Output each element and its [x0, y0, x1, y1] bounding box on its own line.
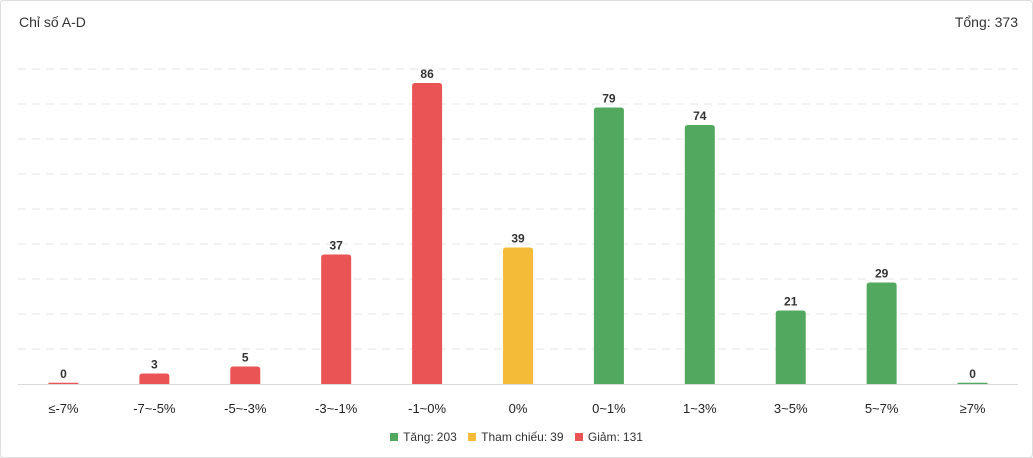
x-tick-label: 0%	[509, 401, 528, 416]
total-label: Tổng:	[954, 14, 991, 30]
data-label: 29	[875, 267, 889, 281]
bar	[684, 125, 715, 384]
x-tick-label: ≥7%	[960, 401, 986, 416]
bar	[412, 83, 443, 384]
data-label: 74	[693, 109, 707, 123]
bar	[957, 382, 988, 384]
chart-title: Chỉ số A-D	[19, 14, 86, 30]
legend-label: Giảm:	[587, 430, 620, 444]
bar	[139, 373, 170, 384]
legend-item-down[interactable]: Giảm: 131	[574, 430, 643, 444]
data-label: 86	[420, 67, 434, 81]
data-label: 0	[969, 367, 976, 381]
bar	[230, 366, 261, 384]
data-label: 3	[151, 358, 158, 372]
bar	[48, 382, 79, 384]
x-tick-label: -7~-5%	[133, 401, 176, 416]
x-tick-label: -5~-3%	[224, 401, 267, 416]
data-label: 21	[784, 295, 798, 309]
x-tick-label: 3~5%	[774, 401, 808, 416]
x-tick-label: 0~1%	[592, 401, 626, 416]
legend-item-up[interactable]: Tăng: 203	[390, 430, 457, 444]
legend-value: 203	[436, 430, 457, 444]
legend-swatch-down	[574, 433, 583, 441]
bar	[775, 310, 806, 384]
x-tick-label: ≤-7%	[48, 401, 79, 416]
legend-swatch-up	[390, 433, 399, 441]
data-label: 5	[242, 351, 249, 365]
data-label: 79	[602, 92, 616, 106]
total-count: Tổng: 373	[951, 14, 1018, 30]
data-label: 0	[60, 367, 67, 381]
x-tick-label: -3~-1%	[315, 401, 358, 416]
total-value: 373	[994, 14, 1018, 30]
legend-item-reference[interactable]: Tham chiếu: 39	[468, 430, 564, 444]
data-label: 37	[330, 239, 344, 253]
bar	[866, 282, 897, 384]
legend-label: Tham chiếu:	[481, 430, 548, 444]
legend-swatch-reference	[468, 433, 477, 441]
x-tick-label: -1~0%	[408, 401, 446, 416]
bar	[503, 247, 533, 384]
legend-value: 131	[622, 430, 643, 444]
bar	[593, 107, 624, 384]
data-label: 39	[511, 232, 525, 246]
legend-label: Tăng:	[403, 430, 434, 444]
bar	[321, 254, 352, 384]
x-tick-label: 1~3%	[683, 401, 717, 416]
x-tick-label: 5~7%	[865, 401, 899, 416]
chart-legend: Tăng: 203 Tham chiếu: 39 Giảm: 131	[1, 430, 1032, 444]
legend-value: 39	[550, 430, 564, 444]
